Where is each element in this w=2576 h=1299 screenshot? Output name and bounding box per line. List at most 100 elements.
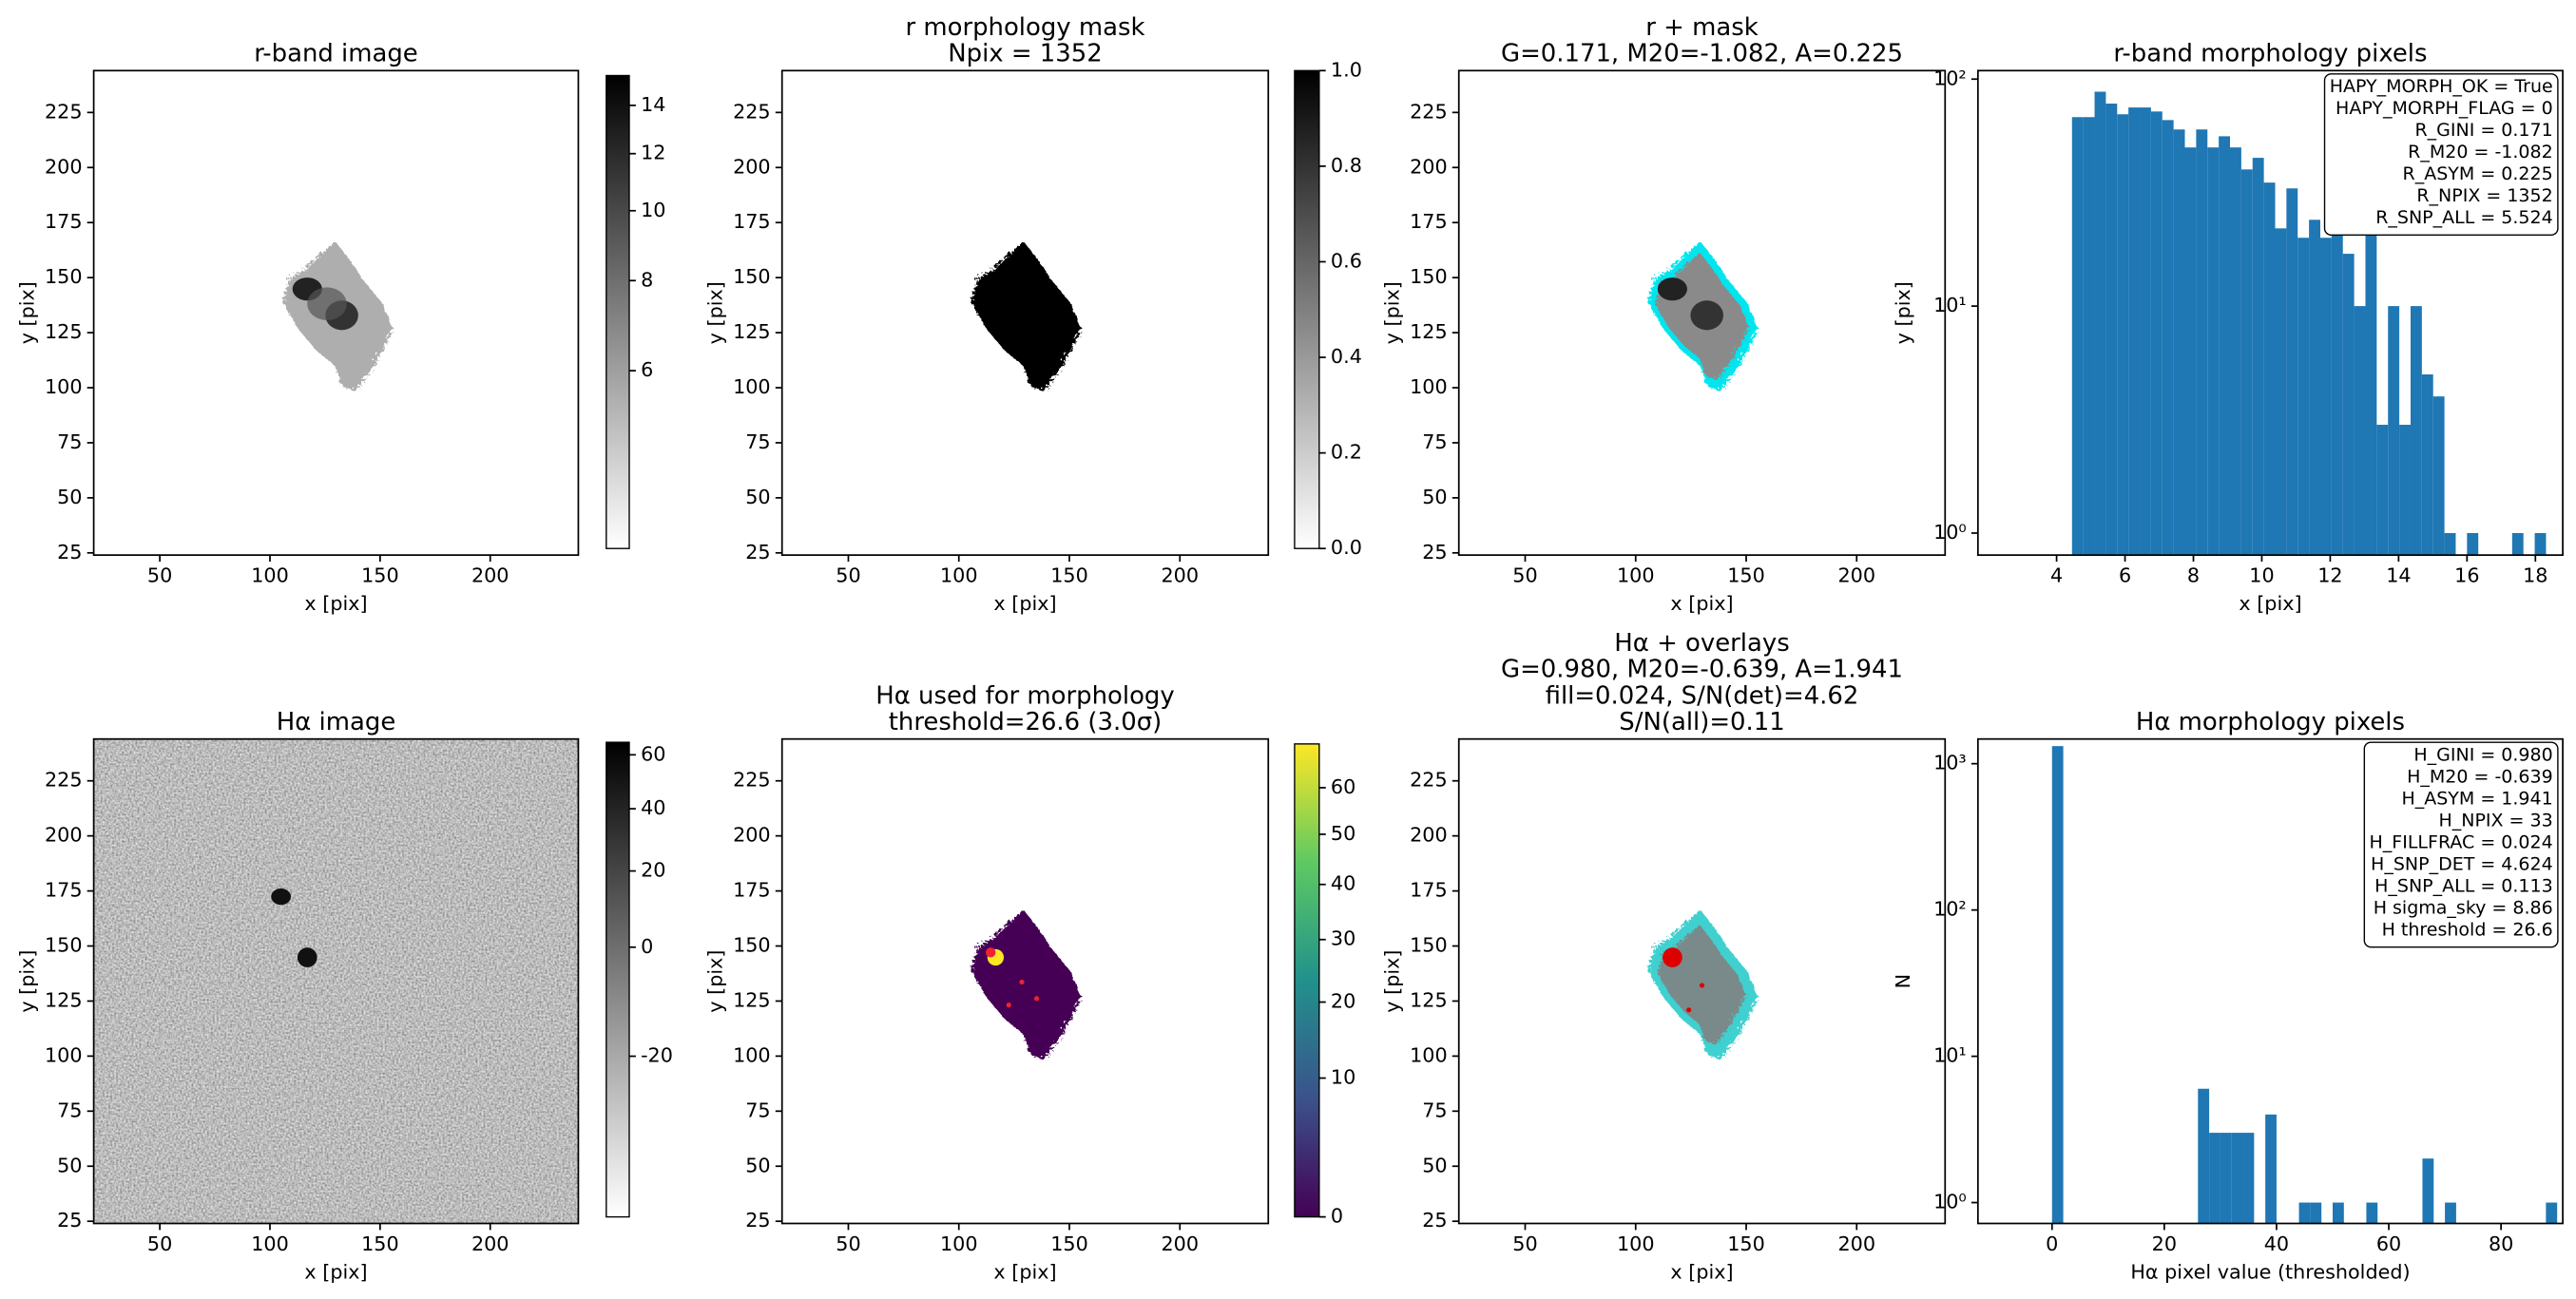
bar — [2534, 532, 2547, 556]
bar — [2376, 425, 2389, 556]
x-tick-label: 10 — [2249, 564, 2274, 587]
image-content — [1645, 238, 1757, 390]
y-tick-label: 175 — [733, 210, 771, 233]
x-tick-label: 200 — [1161, 564, 1199, 587]
bar — [2209, 1133, 2220, 1224]
annotation: H_SNP_DET = 4.624 — [2371, 853, 2553, 874]
bar — [2467, 532, 2479, 556]
y-tick-label: 75 — [1422, 1098, 1447, 1121]
bar — [2263, 182, 2276, 556]
bar — [2220, 1133, 2232, 1224]
x-tick-label: 50 — [836, 1232, 860, 1255]
annotation-box — [2363, 741, 2559, 948]
annotation: H_SNP_ALL = 0.113 — [2374, 875, 2553, 896]
x-axis-label: x [pix] — [304, 1260, 367, 1283]
bar — [2128, 107, 2141, 556]
y-tick-label: 75 — [745, 1098, 770, 1121]
axes-frame — [92, 69, 580, 556]
bar — [2399, 425, 2411, 556]
bar — [2422, 1158, 2434, 1224]
y-tick-label: 125 — [733, 988, 771, 1011]
image-content — [969, 238, 1080, 390]
bar — [2297, 238, 2310, 556]
y-tick-label: 50 — [745, 486, 770, 508]
colorbar-tick-label: 0.6 — [1331, 249, 1362, 272]
x-tick-label: 200 — [1837, 564, 1875, 587]
x-tick-label: 50 — [1512, 1232, 1537, 1255]
annotation: H threshold = 26.6 — [2382, 919, 2553, 940]
x-tick-label: 4 — [2050, 564, 2063, 587]
y-tick-label: 75 — [57, 430, 82, 453]
bar — [2421, 374, 2433, 556]
bar — [2242, 1133, 2255, 1224]
colorbar-tick-label: 0 — [641, 935, 653, 958]
y-tick-label: 25 — [57, 541, 82, 564]
y-tick-label: 175 — [45, 210, 83, 233]
x-tick-label: 200 — [471, 564, 509, 587]
panel-title: r-band morphology pixels — [2113, 40, 2427, 68]
y-tick-label: 125 — [733, 320, 771, 343]
y-axis-label: y [pix] — [15, 950, 38, 1013]
y-axis-label: y [pix] — [1892, 281, 1914, 344]
x-tick-label: 100 — [1617, 1232, 1655, 1255]
annotation: HAPY_MORPH_OK = True — [2330, 76, 2553, 97]
bar — [2275, 228, 2287, 556]
bar — [2365, 198, 2377, 556]
x-tick-label: 50 — [147, 564, 172, 587]
bars — [2071, 91, 2547, 556]
colorbar-tick-label: 10 — [641, 199, 665, 221]
colorbar-tick-label: 10 — [1331, 1066, 1355, 1089]
colorbar-tick-label: 0.2 — [1331, 441, 1362, 464]
bar — [2366, 1202, 2378, 1224]
y-axis-label: y [pix] — [1381, 950, 1404, 1013]
annotation: H_M20 = -0.639 — [2407, 766, 2553, 787]
y-tick-label: 200 — [1410, 155, 1448, 178]
y-tick-label: 100 — [1410, 375, 1448, 398]
bar — [2445, 1202, 2456, 1224]
x-tick-label: 200 — [471, 1232, 509, 1255]
y-tick-label: 100 — [45, 1043, 83, 1066]
colorbar-tick-label: 30 — [1331, 927, 1355, 950]
y-tick-label: 75 — [1422, 430, 1447, 453]
colorbar — [606, 741, 630, 1218]
colorbar — [1294, 69, 1320, 549]
x-tick-label: 200 — [1161, 1232, 1199, 1255]
colorbar-tick-label: 0.4 — [1331, 345, 1362, 368]
colorbar-tick-label: 60 — [1331, 775, 1355, 798]
bar — [2230, 147, 2241, 556]
annotation: R_SNP_ALL = 5.524 — [2375, 207, 2553, 228]
x-tick-label: 8 — [2187, 564, 2200, 587]
panel-title: G=0.171, M20=-1.082, A=0.225 — [1501, 40, 1903, 68]
annotation: R_M20 = -1.082 — [2408, 142, 2553, 162]
bar — [2140, 107, 2151, 556]
x-tick-label: 80 — [2489, 1232, 2513, 1255]
bar — [2071, 117, 2084, 556]
panel-title: S/N(all)=0.11 — [1619, 708, 1784, 736]
y-tick-label: 100 — [45, 375, 83, 398]
bar — [2410, 306, 2422, 556]
colorbar — [606, 74, 630, 549]
annotation: H_NPIX = 33 — [2438, 810, 2552, 831]
bar — [2252, 158, 2264, 556]
x-axis-label: Hα pixel value (thresholded) — [2130, 1260, 2410, 1283]
panel-title: Npix = 1352 — [948, 40, 1102, 68]
y-tick-label: 100 — [1410, 1043, 1448, 1066]
colorbar-tick-label: -20 — [641, 1044, 673, 1067]
x-tick-label: 50 — [836, 564, 860, 587]
annotation: R_ASYM = 0.225 — [2403, 163, 2553, 184]
panel-title: r morphology mask — [905, 13, 1144, 42]
x-tick-label: 20 — [2152, 1232, 2177, 1255]
bar — [2511, 532, 2524, 556]
y-tick-label: 25 — [1422, 541, 1447, 564]
y-tick-label: 225 — [1410, 769, 1448, 792]
y-tick-label: 50 — [745, 1154, 770, 1176]
y-axis-label: y [pix] — [704, 281, 727, 344]
annotation: H sigma_sky = 8.86 — [2374, 897, 2553, 918]
y-tick-label: 150 — [733, 265, 771, 288]
y-tick-label: 75 — [745, 430, 770, 453]
y-tick-label: 225 — [733, 769, 771, 792]
annotation: H_ASYM = 1.941 — [2401, 788, 2552, 809]
colorbar-tick-label: 0.8 — [1331, 154, 1362, 177]
axes-frame — [780, 69, 1270, 556]
